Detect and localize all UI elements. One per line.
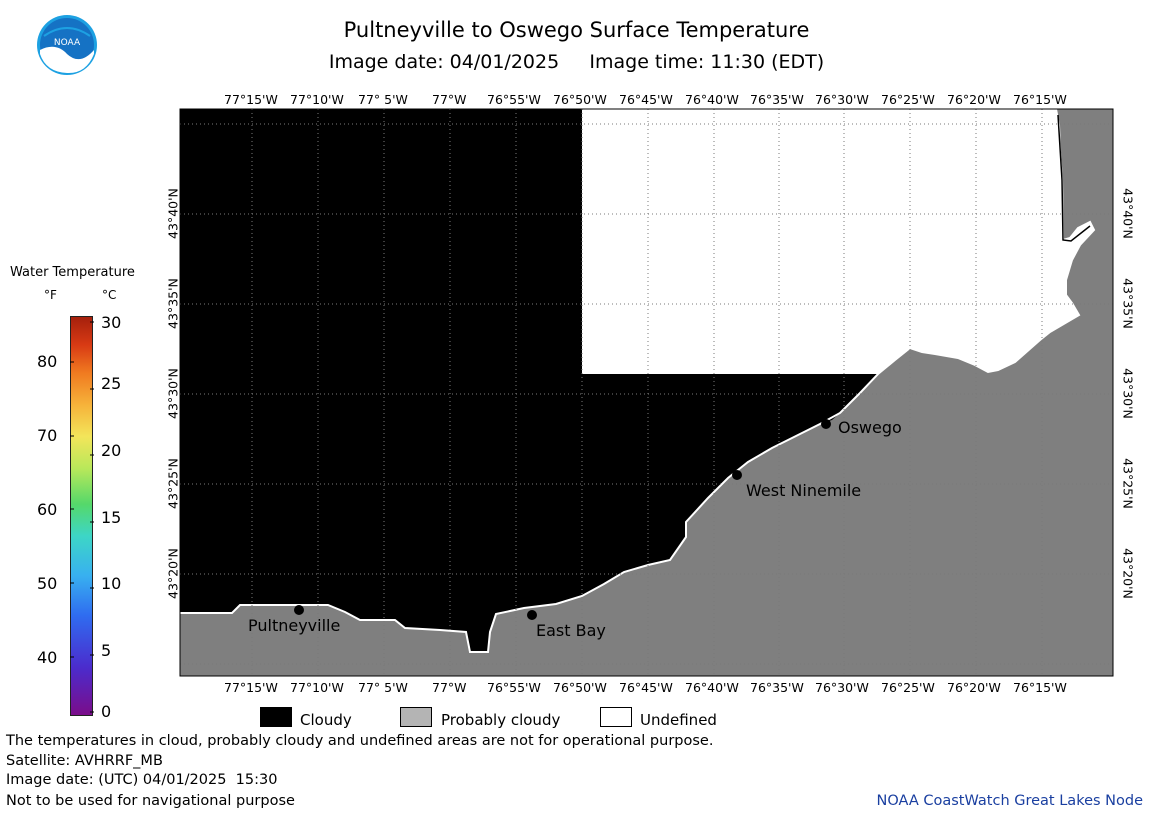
footer-image-date: Image date: (UTC) 04/01/2025 15:30 bbox=[6, 772, 278, 788]
lon-top-5: 76°50'W bbox=[553, 92, 607, 107]
map-title: Pultneyville to Oswego Surface Temperatu… bbox=[343, 18, 810, 42]
lon-top-12: 76°15'W bbox=[1013, 92, 1067, 107]
colorbar-ticks bbox=[70, 321, 94, 713]
legend-label-undefined: Undefined bbox=[640, 711, 717, 729]
lon-bottom-11: 76°20'W bbox=[947, 680, 1001, 695]
logo-text: NOAA bbox=[54, 38, 81, 48]
lat-right-2: 43°30'N bbox=[1120, 368, 1136, 419]
lon-top-1: 77°10'W bbox=[290, 92, 344, 107]
lat-right-0: 43°40'N bbox=[1120, 188, 1136, 239]
pultneyville-marker bbox=[294, 605, 304, 615]
c-tick-30: 30 bbox=[101, 313, 122, 332]
temperature-colorbar bbox=[70, 316, 93, 716]
lon-top-11: 76°20'W bbox=[947, 92, 1001, 107]
lon-bottom-0: 77°15'W bbox=[224, 680, 278, 695]
east-bay-marker bbox=[527, 610, 537, 620]
lon-bottom-4: 76°55'W bbox=[487, 680, 541, 695]
legend-label-probably-cloudy: Probably cloudy bbox=[441, 711, 561, 729]
c-tick-0: 0 bbox=[101, 702, 112, 721]
unit-celsius: °C bbox=[102, 288, 117, 302]
legend-swatch-undefined bbox=[600, 707, 632, 727]
oswego-marker bbox=[821, 419, 831, 429]
undefined-region bbox=[582, 109, 1094, 374]
lon-bottom-1: 77°10'W bbox=[290, 680, 344, 695]
lon-top-8: 76°35'W bbox=[750, 92, 804, 107]
lat-right-1: 43°35'N bbox=[1120, 278, 1136, 329]
f-tick-50: 50 bbox=[37, 574, 58, 593]
lat-left-1: 43°35'N bbox=[165, 278, 181, 329]
f-tick-70: 70 bbox=[37, 426, 58, 445]
footer-credit: NOAA CoastWatch Great Lakes Node bbox=[876, 793, 1143, 809]
lon-bottom-10: 76°25'W bbox=[881, 680, 935, 695]
cloud-region bbox=[180, 109, 878, 652]
lat-right-3: 43°25'N bbox=[1120, 458, 1136, 509]
noaa-logo: NOAA bbox=[37, 15, 97, 75]
lon-top-2: 77° 5'W bbox=[358, 92, 408, 107]
lon-bottom-8: 76°35'W bbox=[750, 680, 804, 695]
unit-fahrenheit: °F bbox=[44, 288, 57, 302]
c-tick-10: 10 bbox=[101, 574, 122, 593]
legend-label-cloudy: Cloudy bbox=[300, 711, 352, 729]
shoreline bbox=[180, 108, 1096, 653]
lon-bottom-6: 76°45'W bbox=[619, 680, 673, 695]
place-pultneyville: Pultneyville bbox=[248, 616, 341, 635]
f-tick-40: 40 bbox=[37, 648, 58, 667]
lat-left-4: 43°20'N bbox=[165, 548, 181, 599]
c-tick-25: 25 bbox=[101, 374, 122, 393]
legend-swatch-probably-cloudy bbox=[400, 707, 432, 727]
f-tick-60: 60 bbox=[37, 500, 58, 519]
c-tick-15: 15 bbox=[101, 508, 122, 527]
colorbar-title: Water Temperature bbox=[10, 265, 135, 280]
lon-top-9: 76°30'W bbox=[815, 92, 869, 107]
place-east-bay: East Bay bbox=[536, 621, 606, 640]
lon-top-6: 76°45'W bbox=[619, 92, 673, 107]
lon-bottom-12: 76°15'W bbox=[1013, 680, 1067, 695]
legend-swatch-cloudy bbox=[260, 707, 292, 727]
footer-satellite: Satellite: AVHRRF_MB bbox=[6, 753, 163, 769]
c-tick-5: 5 bbox=[101, 641, 112, 660]
lon-top-10: 76°25'W bbox=[881, 92, 935, 107]
place-west-ninemile: West Ninemile bbox=[746, 481, 862, 500]
lon-top-7: 76°40'W bbox=[685, 92, 739, 107]
lon-top-4: 76°55'W bbox=[487, 92, 541, 107]
graticule bbox=[180, 109, 1113, 676]
f-tick-80: 80 bbox=[37, 352, 58, 371]
lon-bottom-9: 76°30'W bbox=[815, 680, 869, 695]
lon-bottom-2: 77° 5'W bbox=[358, 680, 408, 695]
lon-bottom-3: 77°W bbox=[432, 680, 467, 695]
lon-bottom-5: 76°50'W bbox=[553, 680, 607, 695]
lat-left-2: 43°30'N bbox=[165, 368, 181, 419]
place-oswego: Oswego bbox=[838, 418, 902, 437]
lon-top-0: 77°15'W bbox=[224, 92, 278, 107]
lon-top-3: 77°W bbox=[432, 92, 467, 107]
footer-note: The temperatures in cloud, probably clou… bbox=[6, 733, 714, 749]
footer-warning: Not to be used for navigational purpose bbox=[6, 793, 295, 809]
lat-left-3: 43°25'N bbox=[165, 458, 181, 509]
c-tick-20: 20 bbox=[101, 441, 122, 460]
lon-bottom-7: 76°40'W bbox=[685, 680, 739, 695]
map-frame bbox=[179, 108, 1114, 677]
image-date-time: Image date: 04/01/2025 Image time: 11:30… bbox=[328, 51, 825, 73]
lat-left-0: 43°40'N bbox=[165, 188, 181, 239]
lat-right-4: 43°20'N bbox=[1120, 548, 1136, 599]
west-ninemile-marker bbox=[732, 470, 742, 480]
